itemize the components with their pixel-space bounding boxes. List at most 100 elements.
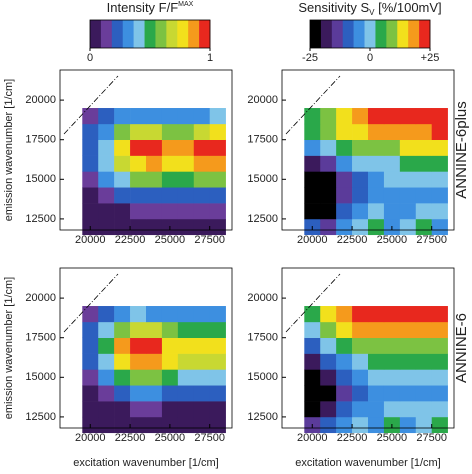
y-axis-label: emission wavenumber [1/cm] <box>3 79 15 221</box>
heatmap-cell <box>336 416 353 434</box>
heatmap-cell <box>399 306 417 323</box>
colorbar-frame <box>89 19 211 49</box>
heatmap-cell <box>130 171 147 188</box>
diagonal-line <box>285 273 341 333</box>
heatmap-cell <box>161 203 179 220</box>
heatmap-cell <box>320 321 337 339</box>
colorbar-swatch <box>122 20 134 48</box>
y-tick-label: 17500 <box>247 332 278 344</box>
y-tick-label: 20000 <box>25 94 56 106</box>
heatmap-cell <box>368 155 385 172</box>
colorbar-swatch <box>386 20 398 48</box>
heatmap-cell <box>193 401 211 418</box>
heatmap-cell <box>415 123 433 141</box>
heatmap-cell <box>383 306 401 323</box>
heatmap-cell <box>352 139 369 156</box>
heatmap-cell <box>209 369 226 386</box>
heatmap-cell <box>130 353 147 370</box>
heatmap-cell <box>98 353 115 370</box>
heatmap-cell <box>209 321 226 339</box>
heatmap-cell <box>177 187 195 204</box>
heatmap-cell <box>304 321 321 339</box>
heatmap-cell <box>399 203 417 220</box>
heatmap-cell <box>383 171 401 188</box>
heatmap-cell <box>352 337 369 354</box>
heatmap-cell <box>383 139 401 156</box>
heatmap-cell <box>177 416 195 434</box>
heatmap-cell <box>161 108 179 125</box>
heatmap-cell <box>114 306 131 323</box>
heatmap-cell <box>431 218 448 236</box>
x-axis-label: excitation wavenumber [1/cm] <box>73 457 219 469</box>
colorbar-title: Sensitivity SV [%/100mV] <box>298 0 441 17</box>
heatmap-cell <box>352 353 369 370</box>
colorbar-swatch <box>419 20 431 48</box>
heatmap-cell <box>82 321 99 339</box>
colorbar-swatch <box>331 20 344 48</box>
heatmap-cell <box>82 369 99 386</box>
title-part: Sensitivity S <box>298 0 369 15</box>
colorbar-title: Intensity F/FMAX <box>107 0 194 15</box>
heatmap-cell <box>431 108 448 125</box>
heatmap-cell <box>336 321 353 339</box>
heatmap-cell <box>98 187 115 204</box>
heatmap-cell <box>161 306 179 323</box>
heatmap-cell <box>114 187 131 204</box>
heatmap-cell <box>82 187 99 204</box>
x-tick-label: 22500 <box>115 432 146 444</box>
heatmap-cell <box>98 306 115 323</box>
heatmap-cell <box>177 218 195 236</box>
heatmap-cell <box>415 171 433 188</box>
heatmap-cell <box>209 416 226 434</box>
heatmap-cell <box>415 337 433 354</box>
heatmap-cell <box>399 171 417 188</box>
heatmap-cell <box>82 123 99 141</box>
heatmap-cell <box>352 155 369 172</box>
heatmap-cell <box>431 321 448 339</box>
heatmap-cell <box>146 353 163 370</box>
colorbar-swatch <box>188 20 200 48</box>
heatmap-cell <box>431 155 448 172</box>
heatmap-cell <box>352 306 369 323</box>
heatmap-cell <box>209 187 226 204</box>
heatmap-cell <box>320 187 337 204</box>
heatmap-cell <box>193 218 211 236</box>
plot-frame <box>281 267 455 429</box>
heatmap-cell <box>368 416 385 434</box>
heatmap-cell <box>161 139 179 156</box>
heatmap-cell <box>415 218 433 236</box>
heatmap-cell <box>368 353 385 370</box>
heatmap-cell <box>383 369 401 386</box>
heatmap-cell <box>320 203 337 220</box>
heatmap-cell <box>209 401 226 418</box>
heatmap-cell <box>320 171 337 188</box>
heatmap-cell <box>352 369 369 386</box>
heatmap-cell <box>368 337 385 354</box>
heatmap-cell <box>98 218 115 236</box>
x-axis-label: excitation wavenumber [1/cm] <box>295 457 441 469</box>
heatmap-cell <box>146 108 163 125</box>
heatmap-cell <box>383 385 401 402</box>
heatmap-cell <box>415 306 433 323</box>
heatmap-cell <box>352 108 369 125</box>
heatmap-cell <box>193 187 211 204</box>
x-tick-label: 22500 <box>337 234 368 246</box>
heatmap-cell <box>399 139 417 156</box>
x-tick-label: 20000 <box>75 234 106 246</box>
x-tick-label: 20000 <box>75 432 106 444</box>
heatmap-cell <box>193 416 211 434</box>
heatmap-cell <box>304 401 321 418</box>
heatmap-cell <box>193 353 211 370</box>
heatmap-cell <box>431 385 448 402</box>
heatmap-cell <box>209 385 226 402</box>
heatmap-cell <box>352 416 369 434</box>
heatmap-cell <box>336 306 353 323</box>
heatmap-cell <box>177 385 195 402</box>
heatmap-cell <box>352 385 369 402</box>
heatmap-cell <box>336 337 353 354</box>
heatmap-cell <box>431 171 448 188</box>
heatmap-cell <box>193 203 211 220</box>
heatmap-cell <box>114 416 131 434</box>
colorbar-tick-label: 0 <box>87 52 93 64</box>
heatmap-cell <box>146 218 163 236</box>
